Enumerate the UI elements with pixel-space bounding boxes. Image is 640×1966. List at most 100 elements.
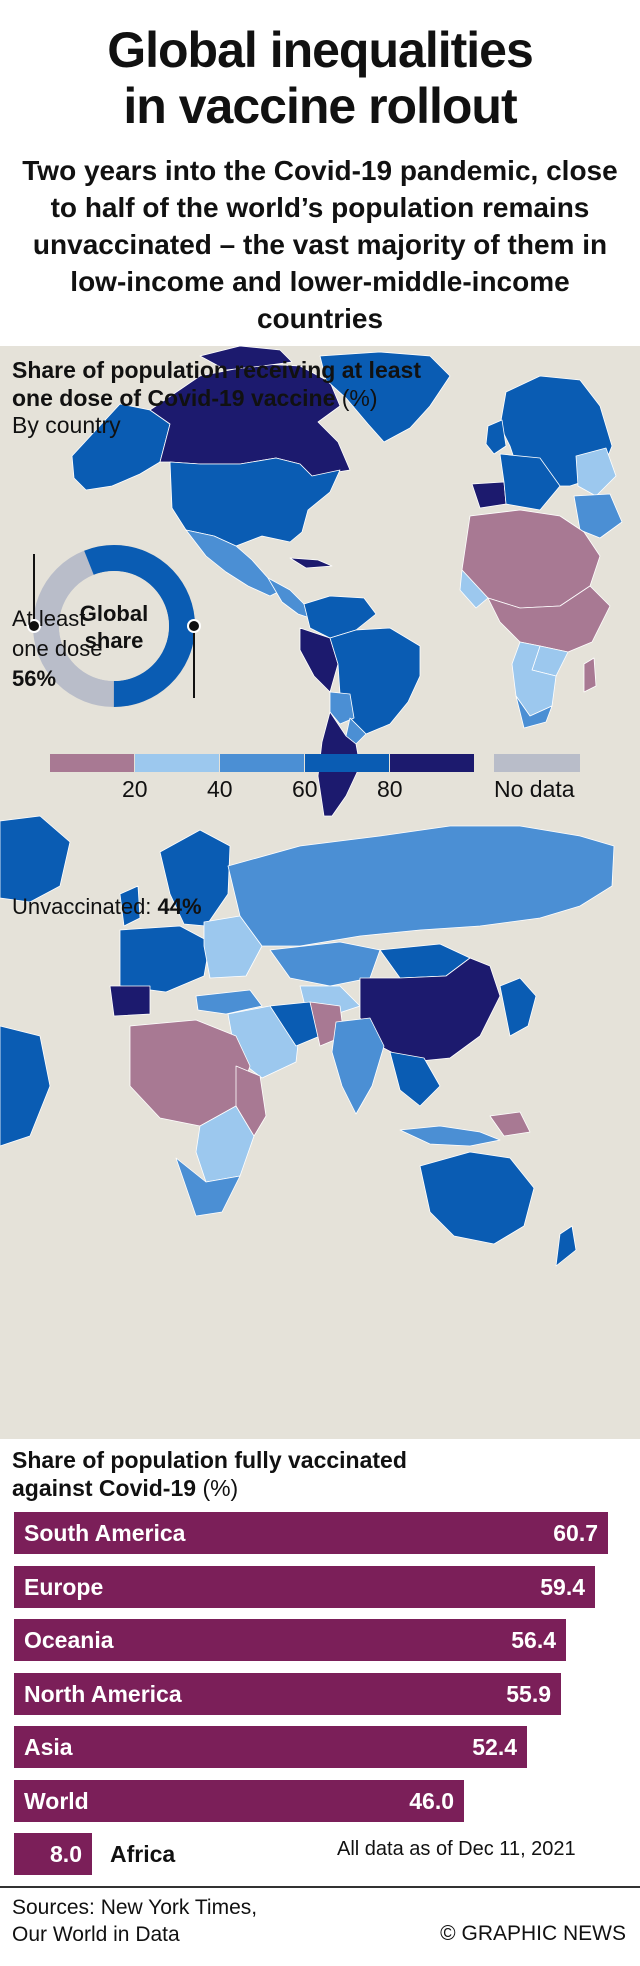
bar-chart-title: Share of population fully vaccinated aga… (12, 1446, 407, 1502)
donut-center (59, 571, 169, 681)
bar (14, 1673, 561, 1715)
legend-nodata-label: No data (494, 776, 575, 802)
new-guinea-shape (489, 1111, 531, 1137)
map-section: Global share (0, 346, 640, 1439)
map-title-unit: (%) (341, 385, 378, 411)
title-line-1: Global inequalities (107, 22, 534, 78)
sources: Sources: New York Times, Our World in Da… (12, 1894, 257, 1948)
middle-east-shape (573, 493, 623, 539)
europe-lightblue-patch (575, 447, 617, 497)
donut-vaccinated-segment (32, 545, 195, 707)
new-zealand-shape (555, 1225, 577, 1267)
donut-chart: Global share (27, 545, 201, 707)
legend-swatch (390, 754, 474, 772)
east-africa-lower-shape (235, 1065, 267, 1137)
map-title: Share of population receiving at least o… (12, 356, 421, 412)
canada-islands-shape (199, 346, 293, 371)
bar-value-label: 60.7 (553, 1520, 598, 1546)
bar-value-label: 55.9 (506, 1681, 551, 1707)
turkey-shape (195, 989, 263, 1015)
australia-shape (419, 1151, 535, 1245)
bar-category-label: South America (24, 1520, 186, 1546)
legend-color-scale (50, 754, 474, 772)
lower-map (0, 815, 615, 1267)
central-africa-shape (487, 585, 611, 653)
bar (14, 1619, 566, 1661)
bar (14, 1566, 595, 1608)
central-america-shape (267, 577, 311, 619)
bar-value-label: 59.4 (540, 1574, 585, 1600)
uk-shape (485, 419, 507, 455)
legend-tick-label: 20 (122, 776, 148, 802)
bar-chart-title-unit: (%) (202, 1475, 239, 1501)
greenland-edge-shape (0, 815, 71, 903)
donut-dose-label-line-1: At least (12, 606, 86, 631)
bar (14, 1512, 608, 1554)
donut-dose-label-line-2: one dose (12, 636, 103, 661)
donut-dose-label: At least one dose 56% (12, 604, 103, 694)
map-title-line-2: one dose of Covid-19 vaccine (12, 385, 336, 411)
bar-category-label: World (24, 1788, 89, 1814)
bolivia-shape (329, 691, 355, 725)
sources-line-1: Sources: New York Times, (12, 1896, 258, 1919)
alaska-shape (71, 403, 171, 491)
bar-category-label: Asia (24, 1734, 73, 1760)
bar-value-label: 56.4 (511, 1627, 556, 1653)
russia-shape (227, 825, 615, 947)
madagascar-shape (583, 657, 597, 693)
unvacc-leader-dot (187, 619, 201, 633)
legend-tick-label: 40 (207, 776, 233, 802)
legend-swatch (305, 754, 389, 772)
donut-unvaccinated-value: 44% (157, 894, 202, 919)
iberia-lower-shape (109, 985, 151, 1017)
south-africa-shape (515, 695, 553, 729)
footer-divider (0, 1886, 640, 1888)
data-date-note: All data as of Dec 11, 2021 (337, 1838, 576, 1860)
bar-value-label: 46.0 (409, 1788, 454, 1814)
legend-tick-label: 60 (292, 776, 318, 802)
indonesia-shape (399, 1125, 501, 1147)
bar-category-label: Oceania (24, 1627, 114, 1653)
bar-chart-title-line-2: against Covid-19 (12, 1475, 197, 1501)
western-europe-shape (499, 453, 561, 511)
donut-center-line-2: share (85, 628, 144, 653)
cuba-shape (289, 557, 333, 569)
india-shape (331, 1017, 385, 1115)
sources-line-2: Our World in Data (12, 1923, 180, 1946)
legend-swatch (50, 754, 134, 772)
legend-tick-label: 80 (377, 776, 403, 802)
western-europe-lower-shape (119, 925, 211, 993)
legend-swatch (220, 754, 304, 772)
title-line-2: in vaccine rollout (123, 78, 517, 134)
bar-category-label: Africa (110, 1841, 176, 1867)
dose-leader-dot (27, 619, 41, 633)
donut-unvaccinated-label: Unvaccinated: 44% (12, 894, 202, 920)
southern-africa-lower-shape (175, 1157, 241, 1217)
scandinavia-shape (159, 829, 231, 927)
map-title-line-1: Share of population receiving at least (12, 357, 421, 383)
bar (14, 1833, 92, 1875)
korea-japan-shape (499, 977, 537, 1037)
iberia-shape (471, 481, 507, 509)
bar-value-label: 52.4 (472, 1734, 517, 1760)
legend-swatch (135, 754, 219, 772)
west-africa-lightblue (459, 569, 489, 609)
south-america-edge-shape (0, 1025, 51, 1147)
bar-category-label: Europe (24, 1574, 104, 1600)
colombia-venezuela-shape (303, 595, 377, 639)
bar (14, 1780, 464, 1822)
donut-unvaccinated-text: Unvaccinated: (12, 894, 152, 919)
bar-category-label: North America (24, 1681, 182, 1707)
upper-map (71, 346, 623, 817)
map-subtitle: By country (12, 412, 121, 438)
world-map: Global share (0, 346, 623, 1267)
bar-chart-title-line-1: Share of population fully vaccinated (12, 1447, 407, 1473)
greenland-shape (319, 351, 451, 443)
bar (14, 1726, 527, 1768)
uk-lower-shape (119, 885, 141, 927)
credit: © GRAPHIC NEWS (440, 1922, 626, 1945)
page-title: Global inequalities in vaccine rollout (0, 22, 640, 134)
donut-dose-value: 56% (12, 666, 57, 691)
donut-center-line-1: Global (80, 601, 148, 626)
legend-nodata-swatch (494, 754, 580, 772)
